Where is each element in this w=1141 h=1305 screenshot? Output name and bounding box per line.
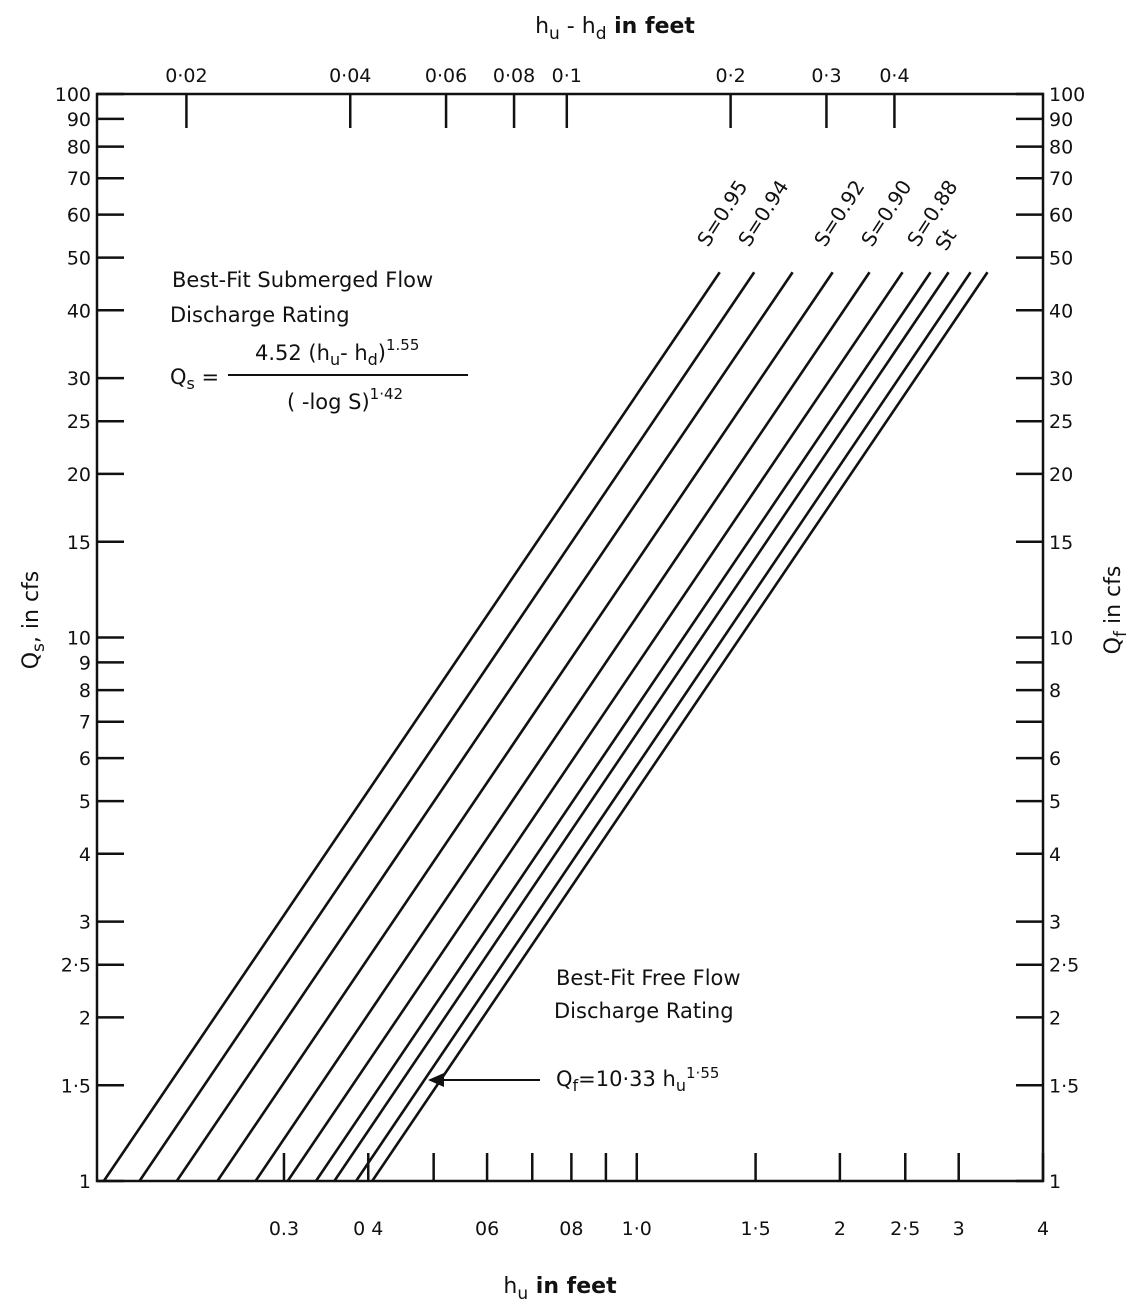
- bottom-tick-label-0-4: 0 4: [353, 1218, 383, 1240]
- top-tick-label-0-2: 0·2: [716, 65, 746, 87]
- right-tick-label-15: 15: [1049, 532, 1073, 554]
- right-tick-label-3: 3: [1049, 912, 1061, 934]
- left-tick-label-2-5: 2·5: [61, 955, 91, 977]
- rating-curve-9: [354, 271, 972, 1182]
- bottom-axis-title: hu in feet: [503, 1274, 617, 1304]
- left-tick-label-9: 9: [79, 652, 91, 674]
- rating-curve-3: [175, 271, 794, 1182]
- right-tick-label-1: 1: [1049, 1171, 1061, 1193]
- top-tick-label-0-1: 0·1: [552, 65, 582, 87]
- right-tick-label-4: 4: [1049, 844, 1061, 866]
- left-tick-label-80: 80: [67, 137, 91, 159]
- right-tick-label-6: 6: [1049, 748, 1061, 770]
- top-tick-label-0-3: 0·3: [811, 65, 841, 87]
- left-tick-label-100: 100: [55, 84, 91, 106]
- right-tick-label-100: 100: [1049, 84, 1085, 106]
- left-tick-label-15: 15: [67, 532, 91, 554]
- right-tick-label-60: 60: [1049, 205, 1073, 227]
- right-tick-label-80: 80: [1049, 137, 1073, 159]
- rating-curve-8: [333, 271, 950, 1182]
- left-tick-label-70: 70: [67, 168, 91, 190]
- submerged-title-line1: Best-Fit Submerged Flow: [172, 268, 433, 292]
- rating-curve-7: [314, 271, 932, 1182]
- right-tick-label-40: 40: [1049, 300, 1073, 322]
- rating-curve-2: [138, 271, 756, 1182]
- right-tick-label-50: 50: [1049, 248, 1073, 270]
- submerged-formula-numerator: 4.52 (hu- hd)1.55: [255, 336, 419, 369]
- right-axis-ticks: 1 1·5 2 2·5 3 4 5 6 8 10 15 20 25 30 40 50 60 70 80 90 100: [1016, 84, 1085, 1193]
- right-tick-label-10: 10: [1049, 628, 1073, 650]
- left-tick-label-3: 3: [79, 912, 91, 934]
- free-rating-annotation: Best-Fit Free Flow Discharge Rating Qf=1…: [428, 966, 741, 1095]
- left-tick-label-6: 6: [79, 748, 91, 770]
- left-tick-label-25: 25: [67, 411, 91, 433]
- top-axis-title: hu - hd in feet: [535, 14, 695, 44]
- curve-labels: S=0.95 S=0.94 S=0.92 S=0.90 S=0.88 St: [692, 176, 962, 255]
- right-tick-label-2: 2: [1049, 1007, 1061, 1029]
- free-title-line2: Discharge Rating: [554, 999, 734, 1023]
- left-tick-label-90: 90: [67, 109, 91, 131]
- left-tick-label-50: 50: [67, 248, 91, 270]
- bottom-tick-label-0-6: 06: [475, 1218, 499, 1240]
- right-tick-label-30: 30: [1049, 368, 1073, 390]
- left-tick-label-2: 2: [79, 1007, 91, 1029]
- bottom-tick-label-2-5: 2·5: [890, 1218, 920, 1240]
- left-tick-label-1-5: 1·5: [61, 1075, 91, 1097]
- left-axis-title: Qs, in cfs: [19, 571, 49, 670]
- bottom-tick-label-0-3: 0.3: [269, 1218, 299, 1240]
- left-tick-label-8: 8: [79, 680, 91, 702]
- left-tick-label-20: 20: [67, 464, 91, 486]
- top-tick-label-0-4: 0·4: [879, 65, 909, 87]
- right-tick-label-8: 8: [1049, 680, 1061, 702]
- free-formula-arrowhead: [428, 1073, 444, 1087]
- bottom-tick-label-2: 2: [834, 1218, 846, 1240]
- rating-curve-4: [216, 271, 834, 1182]
- free-title-line1: Best-Fit Free Flow: [556, 966, 741, 990]
- submerged-formula-denominator: ( -log S)1·42: [287, 385, 403, 414]
- free-formula: Qf=10·33 hu1·55: [556, 1064, 719, 1095]
- left-tick-label-30: 30: [67, 368, 91, 390]
- bottom-tick-label-1-5: 1·5: [740, 1218, 770, 1240]
- left-axis-ticks: 1 1·5 2 2·5 3 4 5 6 7 8 910 15 20 25 30 40 50 60 70 80 90 100: [55, 84, 124, 1193]
- rating-curve-1: [102, 271, 721, 1182]
- right-tick-label-25: 25: [1049, 411, 1073, 433]
- left-tick-label-7: 7: [79, 712, 91, 734]
- top-tick-label-0-04: 0·04: [329, 65, 371, 87]
- left-tick-label-40: 40: [67, 300, 91, 322]
- bottom-tick-label-1: 1·0: [622, 1218, 652, 1240]
- bottom-tick-label-0-8: 08: [559, 1218, 583, 1240]
- top-tick-label-0-06: 0·06: [425, 65, 467, 87]
- top-tick-label-0-02: 0·02: [165, 65, 207, 87]
- rating-curve-10: [371, 271, 989, 1182]
- bottom-axis-ticks: 0.3 0 4 06 08 1·0 1·5 2 2·5 3 4: [269, 1153, 1049, 1240]
- rating-curve-5: [254, 271, 871, 1182]
- right-tick-label-5: 5: [1049, 791, 1061, 813]
- right-tick-label-70: 70: [1049, 168, 1073, 190]
- left-tick-label-10: 10: [67, 628, 91, 650]
- left-tick-label-5: 5: [79, 791, 91, 813]
- submerged-rating-annotation: Best-Fit Submerged Flow Discharge Rating…: [170, 268, 468, 414]
- left-tick-label-1: 1: [79, 1171, 91, 1193]
- submerged-formula-lhs: Qs =: [170, 365, 219, 393]
- bottom-tick-label-4: 4: [1037, 1218, 1049, 1240]
- bottom-tick-label-3: 3: [953, 1218, 965, 1240]
- right-tick-label-90: 90: [1049, 109, 1073, 131]
- top-axis-ticks: 0·02 0·04 0·06 0·08 0·1 0·2 0·3 0·4: [165, 65, 910, 128]
- rating-curve-6: [286, 271, 904, 1182]
- rating-curves: [102, 271, 989, 1182]
- right-axis-title: Qf in cfs: [1101, 566, 1131, 655]
- left-tick-label-4: 4: [79, 844, 91, 866]
- right-tick-label-2-5: 2·5: [1049, 955, 1079, 977]
- right-tick-label-1-5: 1·5: [1049, 1075, 1079, 1097]
- right-tick-label-20: 20: [1049, 464, 1073, 486]
- top-tick-label-0-08: 0·08: [493, 65, 535, 87]
- left-tick-label-60: 60: [67, 205, 91, 227]
- submerged-title-line2: Discharge Rating: [170, 303, 350, 327]
